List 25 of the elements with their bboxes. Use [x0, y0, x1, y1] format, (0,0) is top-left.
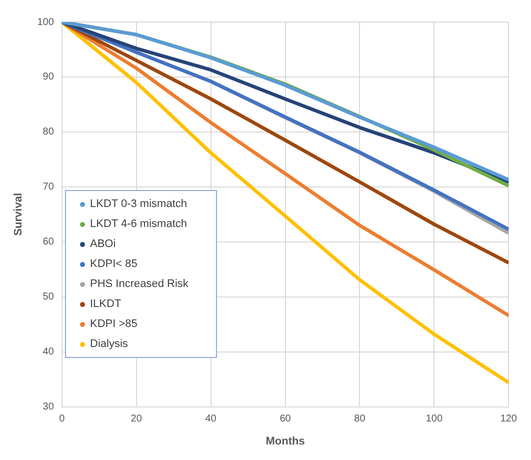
x-tick-label: 120: [500, 414, 518, 425]
x-tick-label: 60: [280, 414, 292, 425]
y-tick-label: 40: [42, 346, 54, 358]
y-tick-label: 80: [42, 126, 54, 138]
y-axis-title: Survival: [12, 192, 25, 236]
legend-label: PHS Increased Risk: [90, 278, 188, 290]
legend-label: KDPI >85: [90, 318, 138, 330]
x-axis-title: Months: [266, 435, 305, 448]
legend-label: LKDT 0-3 mismatch: [90, 198, 187, 210]
y-tick-label: 90: [42, 72, 54, 83]
y-tick-label: 100: [37, 16, 54, 28]
legend-label: Dialysis: [90, 338, 128, 350]
legend-label: KDPI< 85: [90, 258, 138, 270]
legend-label: LKDT 4-6 mismatch: [90, 218, 187, 230]
y-tick-label: 30: [42, 402, 54, 413]
y-tick-label: 50: [42, 292, 54, 303]
x-tick-label: 40: [205, 414, 217, 425]
x-tick-label: 0: [59, 414, 66, 425]
y-tick-label: 60: [42, 236, 54, 248]
x-tick-label: 100: [426, 414, 443, 425]
y-tick-label: 70: [42, 182, 54, 193]
x-tick-label: 20: [130, 414, 142, 425]
legend-label: ILKDT: [90, 298, 122, 310]
x-tick-label: 80: [354, 414, 366, 425]
legend-label: ABOi: [90, 238, 116, 250]
